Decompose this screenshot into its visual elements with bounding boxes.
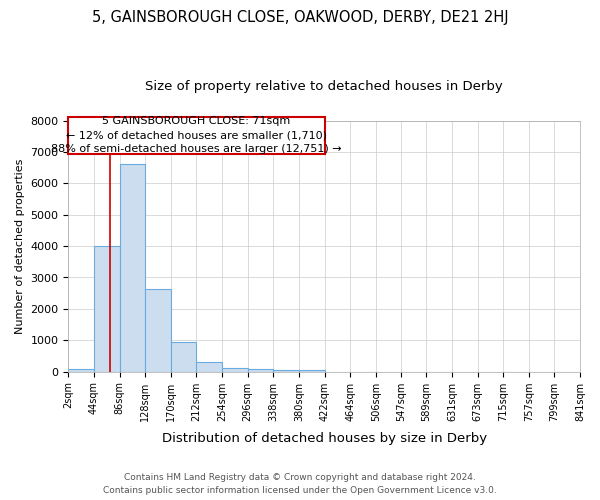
Bar bbox=[68, 118, 325, 154]
Bar bbox=[145, 290, 171, 372]
Y-axis label: Number of detached properties: Number of detached properties bbox=[15, 158, 25, 334]
Bar bbox=[248, 369, 273, 372]
Text: Contains HM Land Registry data © Crown copyright and database right 2024.
Contai: Contains HM Land Registry data © Crown c… bbox=[103, 474, 497, 495]
Bar bbox=[171, 342, 196, 372]
Bar bbox=[222, 368, 248, 372]
Text: 5 GAINSBOROUGH CLOSE: 71sqm
← 12% of detached houses are smaller (1,710)
88% of : 5 GAINSBOROUGH CLOSE: 71sqm ← 12% of det… bbox=[51, 116, 342, 154]
X-axis label: Distribution of detached houses by size in Derby: Distribution of detached houses by size … bbox=[161, 432, 487, 445]
Bar bbox=[68, 368, 94, 372]
Bar bbox=[94, 246, 119, 372]
Title: Size of property relative to detached houses in Derby: Size of property relative to detached ho… bbox=[145, 80, 503, 93]
Bar bbox=[196, 362, 222, 372]
Bar bbox=[119, 164, 145, 372]
Bar bbox=[299, 370, 325, 372]
Bar bbox=[273, 370, 299, 372]
Text: 5, GAINSBOROUGH CLOSE, OAKWOOD, DERBY, DE21 2HJ: 5, GAINSBOROUGH CLOSE, OAKWOOD, DERBY, D… bbox=[92, 10, 508, 25]
